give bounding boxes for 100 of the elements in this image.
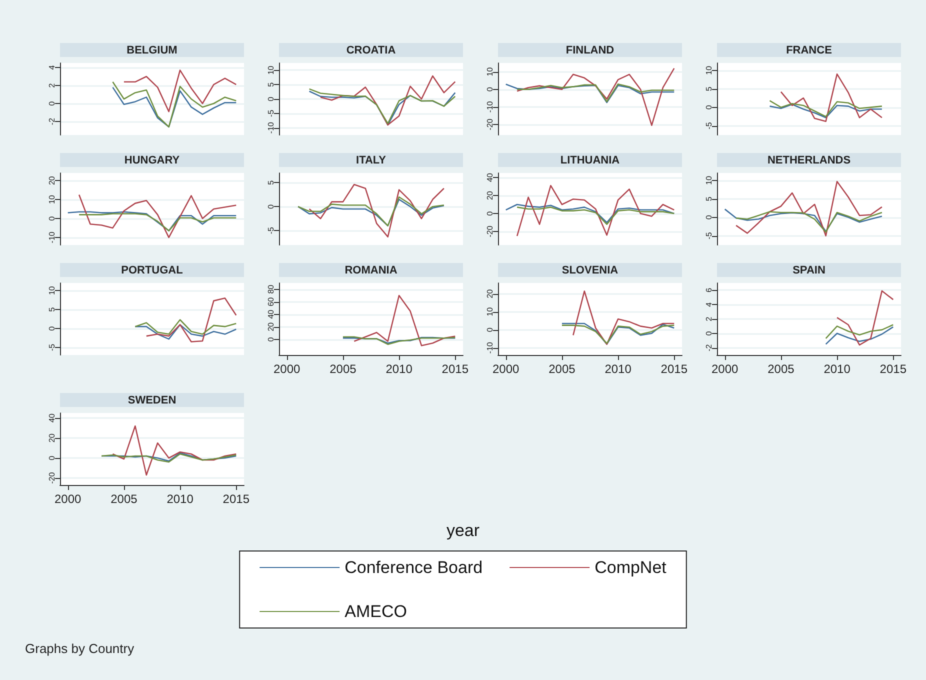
y-tick-label: 5 — [266, 180, 276, 185]
y-tick-label: 0 — [704, 330, 714, 336]
y-tick-label: 0 — [48, 455, 56, 460]
y-tick-label: -5 — [704, 232, 714, 240]
line-series — [354, 294, 456, 346]
y-tick-label: 0 — [48, 326, 56, 331]
line-series — [112, 425, 237, 476]
y-tick-label: 40 — [266, 309, 276, 319]
y-tick-label: -20 — [48, 472, 56, 484]
y-tick-label: 0 — [704, 214, 714, 220]
x-tick-label: 2015 — [660, 362, 688, 376]
y-tick-label: 6 — [704, 287, 714, 292]
line-series — [78, 194, 237, 238]
y-tick-label: -20 — [486, 118, 494, 130]
line-series — [146, 298, 237, 342]
y-tick-label: 4 — [704, 302, 714, 307]
y-tick-label: 10 — [266, 65, 276, 75]
line-series — [735, 180, 883, 236]
y-tick-label: 20 — [48, 176, 56, 186]
y-tick-label: 0 — [48, 100, 56, 106]
x-tick-label: 2010 — [166, 492, 194, 506]
legend-label: CompNet — [594, 558, 667, 577]
x-tick-label: 2005 — [548, 362, 576, 376]
line-series — [320, 75, 456, 126]
y-tick-label: 0 — [266, 336, 276, 342]
line-series — [572, 290, 675, 345]
y-tick-label: 20 — [48, 433, 56, 442]
legend-label: AMECO — [344, 602, 407, 621]
line-series — [825, 324, 894, 340]
line-series — [735, 211, 883, 233]
y-tick-label: -10 — [486, 100, 494, 113]
line-series — [516, 184, 675, 237]
line-series — [505, 204, 675, 224]
y-tick-label: -2 — [48, 117, 56, 126]
legend-label: Conference Board — [344, 558, 483, 577]
chart-title: LITHUANIA — [560, 154, 620, 166]
y-tick-label: 20 — [486, 288, 494, 298]
y-tick-label: 10 — [486, 66, 494, 76]
y-tick-label: -10 — [486, 341, 494, 354]
x-tick-label: 2015 — [880, 362, 907, 376]
line-series — [836, 290, 894, 346]
y-tick-label: 40 — [48, 413, 56, 422]
y-tick-label: 0 — [704, 104, 714, 110]
x-tick-label: 2005 — [110, 492, 138, 506]
y-tick-label: 5 — [704, 86, 714, 92]
line-series — [134, 324, 237, 340]
line-series — [516, 206, 675, 225]
y-tick-label: 0 — [486, 86, 494, 92]
chart-title: SLOVENIA — [562, 264, 618, 276]
line-series — [769, 104, 883, 118]
y-tick-label: 10 — [486, 306, 494, 316]
line-series — [78, 213, 237, 232]
y-tick-label: -5 — [48, 343, 56, 351]
y-tick-label: -2 — [704, 344, 714, 352]
x-tick-label: 2010 — [604, 362, 632, 376]
y-tick-label: 5 — [704, 196, 714, 202]
chart-title: HUNGARY — [124, 154, 180, 166]
line-series — [123, 70, 237, 112]
chart-title: FINLAND — [566, 44, 614, 56]
chart-title: SWEDEN — [128, 394, 176, 406]
chart-title: ROMANIA — [344, 264, 398, 276]
y-tick-label: -20 — [486, 225, 494, 238]
y-tick-label: 80 — [266, 284, 276, 294]
x-tick-label: 2000 — [712, 362, 739, 376]
y-tick-label: 60 — [266, 296, 276, 306]
chart-title: BELGIUM — [126, 44, 178, 56]
y-tick-label: 0 — [486, 210, 494, 216]
y-tick-label: 0 — [48, 216, 56, 221]
line-series — [769, 100, 883, 118]
y-tick-label: 20 — [266, 322, 276, 332]
line-series — [67, 211, 237, 232]
line-series — [308, 184, 445, 238]
x-tick-label: 2005 — [768, 362, 795, 376]
chart-title: CROATIA — [346, 44, 396, 56]
chart-title: PORTUGAL — [121, 264, 184, 276]
y-tick-label: 5 — [266, 82, 276, 87]
x-tick-label: 2015 — [222, 492, 250, 506]
x-tick-label: 2015 — [442, 362, 469, 376]
y-tick-label: 5 — [48, 306, 56, 312]
y-tick-label: -5 — [266, 109, 276, 117]
y-tick-label: 0 — [266, 96, 276, 102]
y-tick-label: 40 — [486, 172, 494, 182]
y-tick-label: 0 — [486, 327, 494, 332]
y-tick-label: 10 — [704, 175, 714, 185]
text: Graphs by Country — [25, 641, 135, 656]
x-tick-label: 2010 — [386, 362, 413, 376]
y-tick-label: 10 — [48, 286, 56, 296]
y-tick-label: 20 — [486, 190, 494, 200]
chart-title: FRANCE — [786, 44, 832, 56]
x-tick-label: 2000 — [274, 362, 301, 376]
y-tick-label: -5 — [266, 226, 276, 234]
chart-title: NETHERLANDS — [767, 154, 851, 166]
line-series — [134, 319, 237, 335]
y-tick-label: 0 — [266, 204, 276, 209]
x-tick-label: 2005 — [330, 362, 357, 376]
x-tick-label: 2000 — [54, 492, 82, 506]
y-tick-label: -10 — [48, 231, 56, 244]
x-tick-label: 2010 — [824, 362, 851, 376]
y-tick-label: -10 — [266, 121, 276, 134]
x-tick-label: 2000 — [492, 362, 520, 376]
